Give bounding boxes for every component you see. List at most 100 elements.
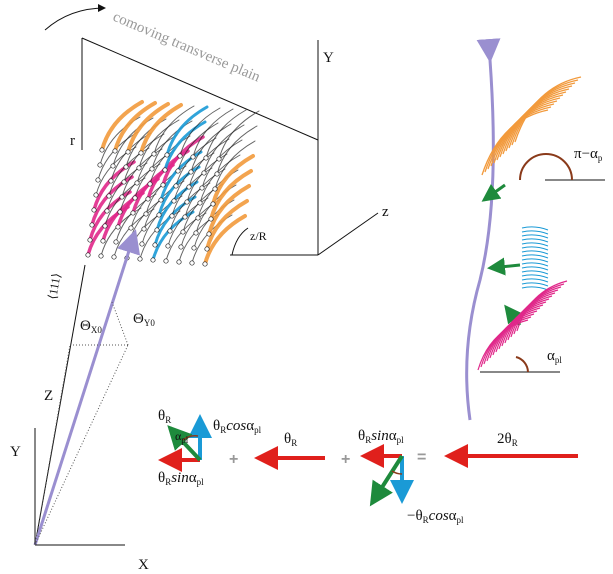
fiber [126,150,130,154]
fiber [196,216,200,220]
label: 2θR [497,431,518,448]
fiber [157,213,161,217]
fiber [505,293,555,343]
fiber [116,225,120,229]
label: z/R [250,229,267,243]
fiber [198,201,202,205]
fiber [215,172,219,176]
fiber [194,231,198,235]
fiber [522,271,548,274]
fiber [96,178,100,182]
label: ⟨111⟩ [45,272,63,301]
fiber [207,232,211,236]
fiber [522,239,548,242]
fiber [92,208,96,212]
fiber [502,296,552,346]
label: Z [44,388,53,404]
fiber [137,166,141,170]
fiber [163,168,167,172]
right-diagram [467,60,605,420]
fiber [181,230,185,234]
fiber [508,290,558,340]
fiber [522,243,548,246]
fiber [168,229,172,233]
diagram: comoving transverse plain Y r z z/R ⟨111… [0,0,613,574]
fiber [522,263,548,266]
fiber [191,155,195,159]
fiber [522,255,548,258]
operator: + [341,451,350,468]
fiber [98,163,102,167]
fiber [522,283,548,286]
fiber [522,235,548,238]
fiber [168,198,208,246]
label: θRcosαpl [213,418,262,435]
fiber [189,170,193,174]
fiber [522,267,548,270]
fiber [185,200,189,204]
fiber [493,305,543,355]
fiber [101,239,105,243]
fiber [109,179,113,183]
fiber [192,246,196,250]
fiber [514,284,564,334]
fiber [166,244,170,248]
fiber [176,169,180,173]
fiber [522,279,548,282]
fiber [496,302,546,352]
fiber [213,187,217,191]
fiber [131,211,135,215]
fiber [99,254,103,258]
label: X [138,557,149,573]
fiber [103,224,107,228]
fiber [107,194,111,198]
fiber [105,209,109,213]
label: Y [323,50,334,66]
fiber [114,240,118,244]
fiber [178,154,182,158]
fiber [148,182,152,186]
fiber [86,253,90,257]
fiber [140,242,144,246]
fiber [159,198,163,202]
label: ΘY0 [133,311,155,328]
fiber [183,215,187,219]
fiber [94,193,98,197]
fiber [152,152,156,156]
fiber [88,238,92,242]
fiber [209,217,213,221]
fiber [204,156,208,160]
label: ΘX0 [80,318,102,335]
fiber [144,212,148,216]
fiber [200,186,204,190]
fiber [113,149,117,153]
fiber [170,214,174,218]
fiber [133,196,137,200]
fiber [522,259,548,262]
label: θRsinαpl [358,428,404,445]
fibers [86,102,259,266]
fiber [129,226,133,230]
fiber [179,245,183,249]
fiber [100,148,104,152]
fiber [165,153,169,157]
operator: = [417,449,426,466]
fiber [499,299,549,349]
fiber [146,197,150,201]
fiber [151,258,155,262]
fiber [135,181,139,185]
fiber [490,308,540,358]
label: θRsinαpl [158,470,204,487]
label: −θRcosαpl [407,508,464,525]
fiber [202,171,206,175]
fiber [478,320,528,370]
fiber [187,185,191,189]
fiber [111,164,115,168]
fiber [522,247,548,250]
fiber [166,213,206,261]
fiber [90,223,94,227]
fiber [177,260,181,264]
fiber [484,314,534,364]
label: Y [10,444,21,460]
label: θR [284,431,297,448]
